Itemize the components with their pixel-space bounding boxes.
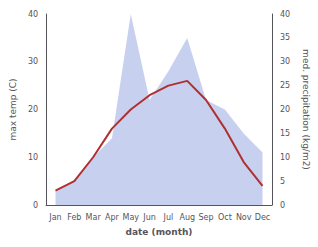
svg-text:Oct: Oct [218, 213, 232, 222]
svg-text:max temp (C): max temp (C) [8, 78, 18, 140]
svg-text:35: 35 [280, 33, 290, 42]
svg-text:5: 5 [280, 177, 285, 186]
svg-text:10: 10 [280, 153, 290, 162]
svg-text:40: 40 [280, 10, 290, 19]
svg-text:Sep: Sep [199, 213, 214, 222]
svg-text:Jun: Jun [142, 213, 156, 222]
svg-text:Mar: Mar [86, 213, 102, 222]
svg-text:25: 25 [280, 81, 290, 90]
svg-text:30: 30 [28, 57, 38, 66]
svg-text:0: 0 [33, 201, 38, 210]
svg-text:30: 30 [280, 57, 290, 66]
svg-text:med. precipitation (kg/m2): med. precipitation (kg/m2) [301, 49, 311, 170]
svg-text:date (month): date (month) [126, 227, 193, 237]
svg-text:Dec: Dec [255, 213, 270, 222]
svg-text:15: 15 [280, 129, 290, 138]
svg-text:Nov: Nov [236, 213, 252, 222]
svg-text:Jul: Jul [163, 213, 174, 222]
svg-text:0: 0 [280, 201, 285, 210]
svg-text:10: 10 [28, 153, 38, 162]
svg-text:Aug: Aug [179, 213, 195, 222]
svg-text:Jan: Jan [48, 213, 61, 222]
svg-text:Feb: Feb [67, 213, 81, 222]
svg-text:40: 40 [28, 10, 38, 19]
svg-text:May: May [122, 213, 139, 222]
svg-text:Apr: Apr [105, 213, 120, 222]
svg-text:20: 20 [280, 105, 290, 114]
svg-text:20: 20 [28, 105, 38, 114]
